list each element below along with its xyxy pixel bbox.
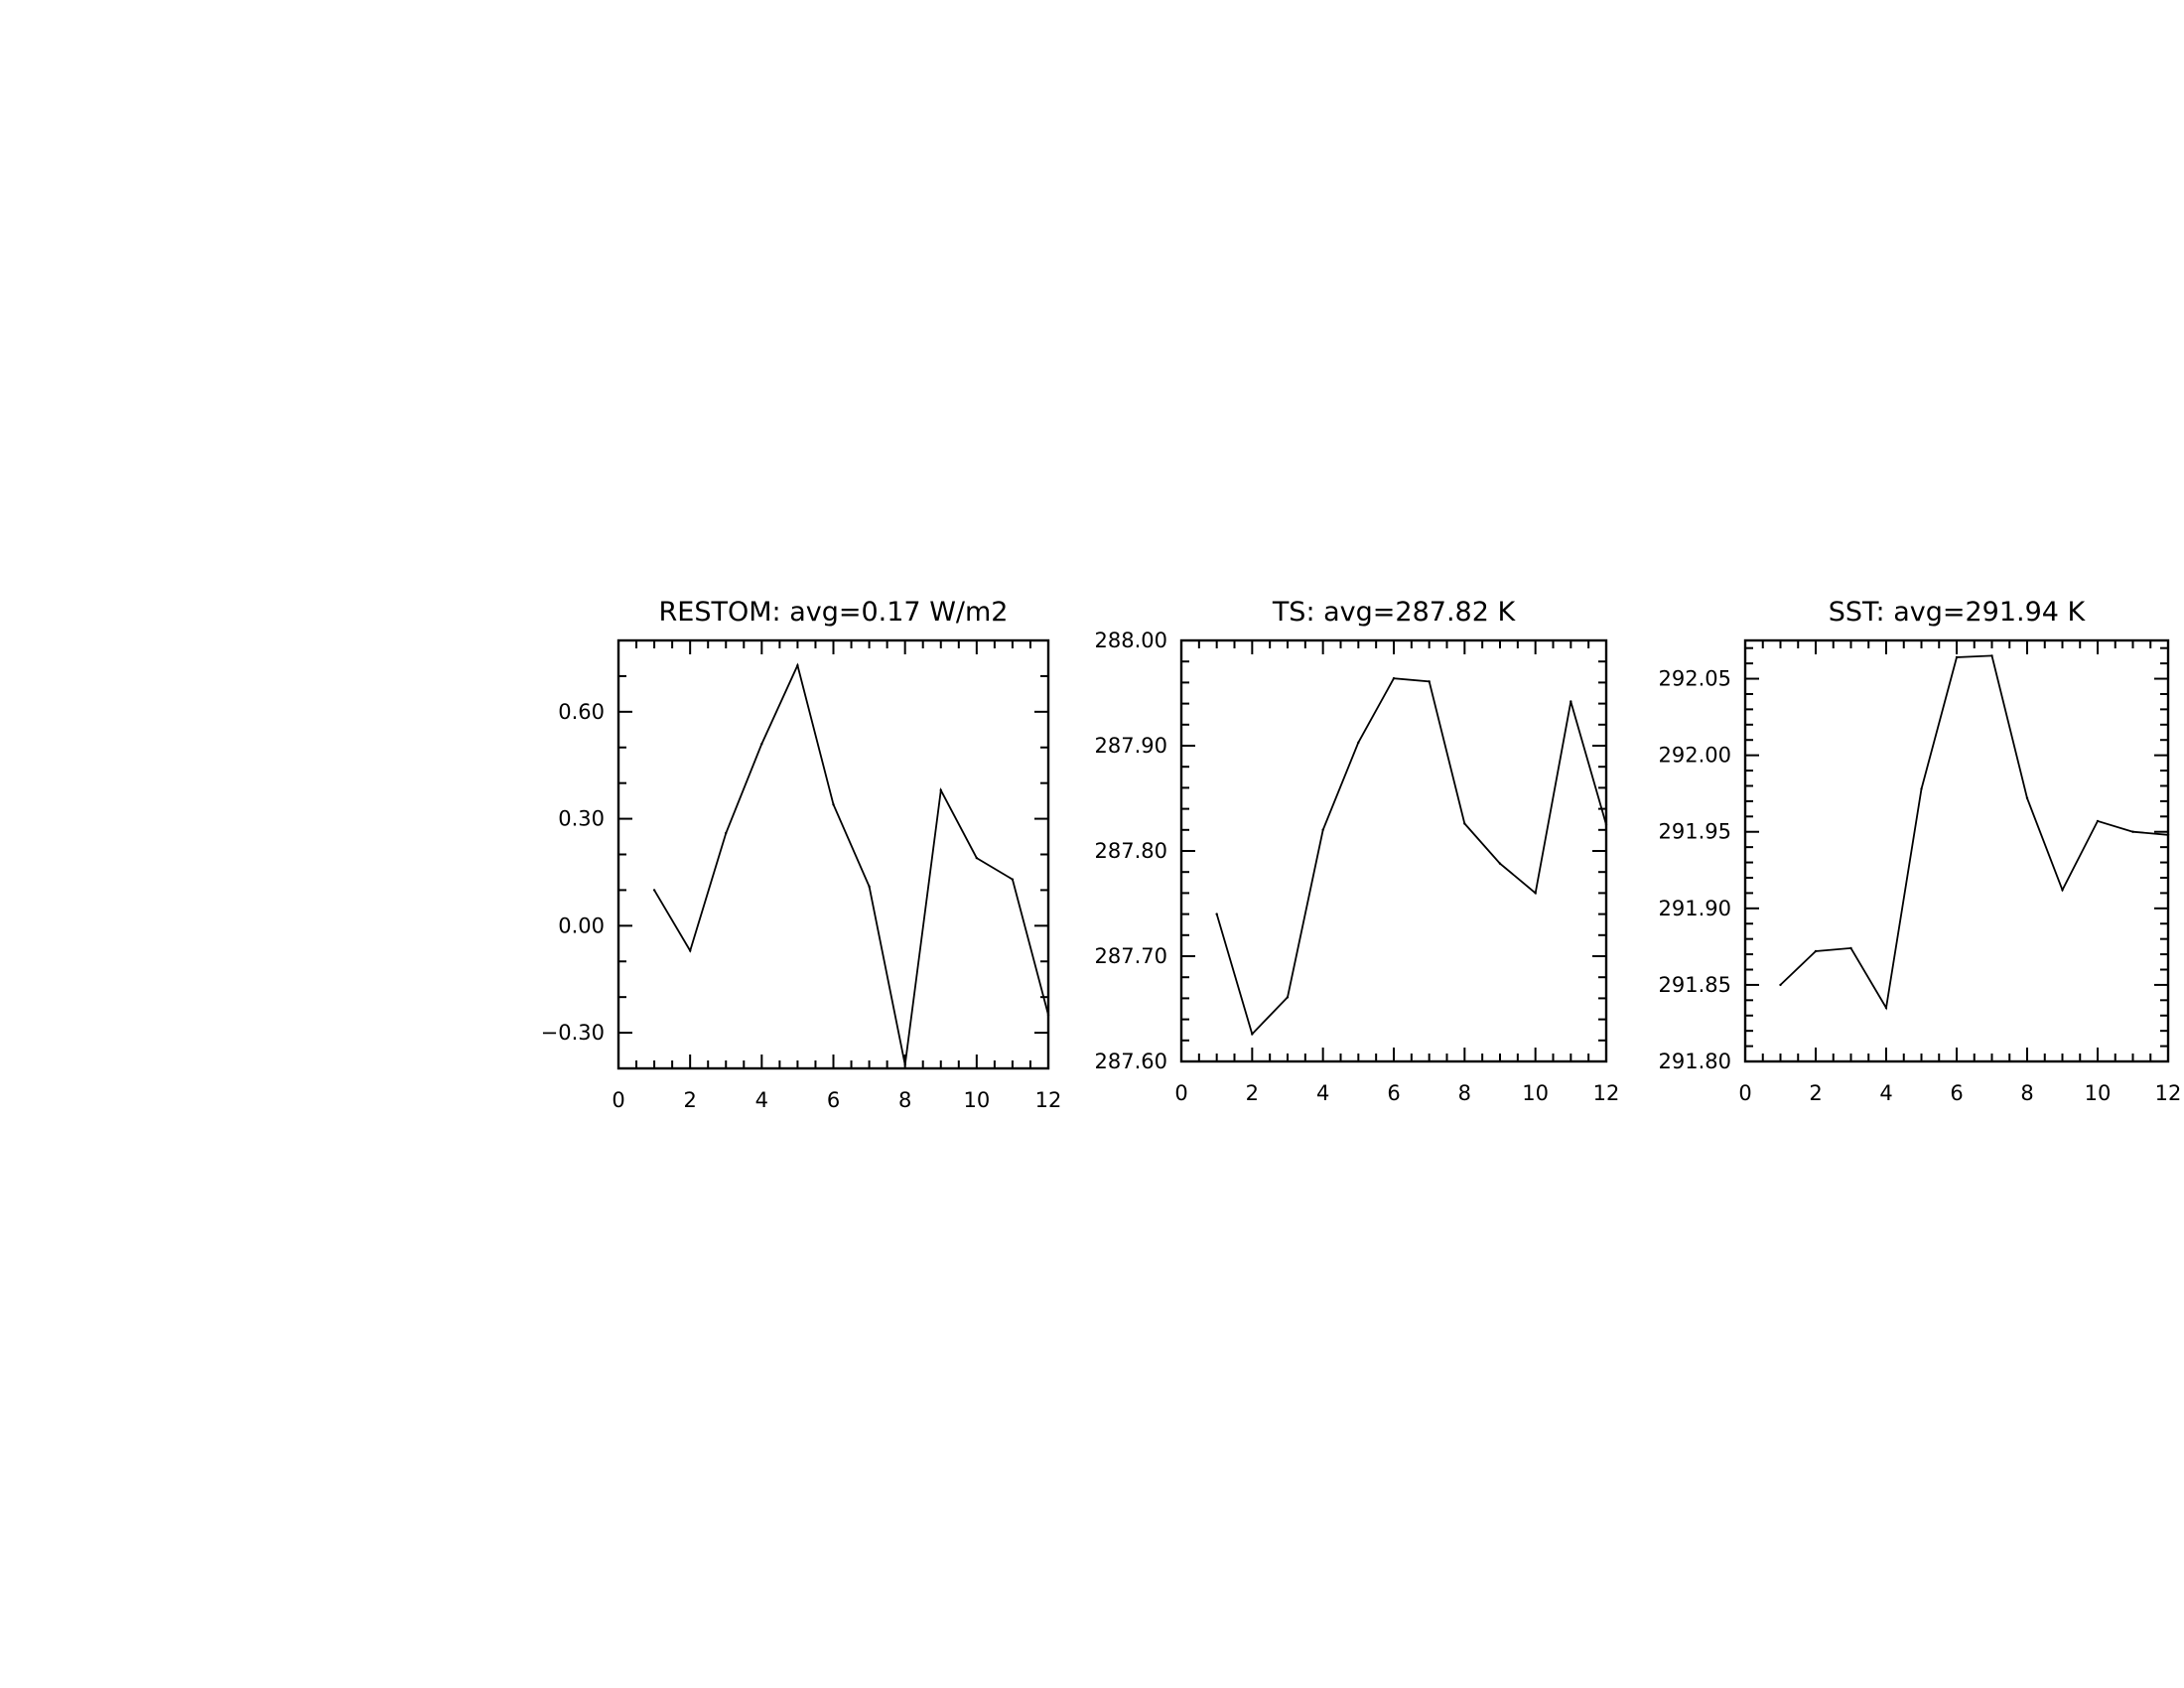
restom-x-tick-label: 10	[963, 1088, 990, 1112]
ts-x-tick-label: 12	[1593, 1081, 1620, 1105]
restom-data-point	[975, 856, 979, 860]
restom-x-tick-label: 2	[683, 1088, 696, 1112]
ts-y-tick-label: 287.90	[1095, 734, 1167, 758]
sst-x-tick-label: 10	[2085, 1081, 2112, 1105]
sst-y-tick-label: 291.80	[1659, 1050, 1731, 1073]
ts-panel: TS: avg=287.82 K 0 2 4 6 8 10 12 287.60 287.70 287…	[1095, 597, 1620, 1105]
restom-y-tick-label: 0.60	[558, 700, 605, 724]
restom-y-tick-label: 0.30	[558, 807, 605, 831]
sst-data-point	[2061, 889, 2064, 892]
ts-title: TS: avg=287.82 K	[1272, 597, 1517, 628]
ts-x-tick-label: 6	[1387, 1081, 1400, 1105]
sst-plot-frame	[1743, 638, 2170, 1063]
ts-x-tick-label: 4	[1316, 1081, 1329, 1105]
sst-data-point	[1920, 787, 1923, 790]
sst-y-tick-label: 292.00	[1659, 744, 1731, 768]
ts-x-tick-label: 8	[1458, 1081, 1471, 1105]
ts-data-point	[1321, 828, 1324, 831]
ts-data-point	[1428, 680, 1431, 683]
sst-y-tick-label: 291.85	[1659, 973, 1731, 997]
restom-data-point	[868, 885, 871, 889]
sst-x-tick-label: 12	[2155, 1081, 2182, 1105]
ts-data-point	[1570, 700, 1572, 703]
restom-data-point	[760, 742, 763, 746]
ts-data-point	[1286, 996, 1290, 999]
sst-data-point	[1779, 983, 1782, 987]
restom-panel: RESTOM: avg=0.17 W/m2 0 2 4 6 8 10 12 −0.30 0.00 0…	[541, 597, 1062, 1112]
ts-y-tick-label: 287.70	[1095, 944, 1167, 968]
ts-x-tick-label: 10	[1522, 1081, 1549, 1105]
restom-data-point	[939, 788, 942, 792]
sst-x-tick-label: 0	[1738, 1081, 1751, 1105]
sst-y-tick-label: 291.90	[1659, 897, 1731, 920]
ts-data-point	[1463, 822, 1466, 825]
sst-data-point	[2166, 833, 2170, 837]
restom-title: RESTOM: avg=0.17 W/m2	[659, 597, 1009, 628]
ts-x-tick-label: 0	[1174, 1081, 1187, 1105]
ts-data-point	[1604, 823, 1608, 826]
sst-title: SST: avg=291.94 K	[1829, 597, 2087, 628]
sst-y-tick-label: 292.05	[1659, 667, 1731, 691]
sst-data-point	[2025, 796, 2029, 800]
sst-data-point	[2131, 830, 2134, 833]
ts-y-tick-label: 287.60	[1095, 1050, 1167, 1073]
restom-x-tick-label: 6	[827, 1088, 840, 1112]
restom-x-tick-label: 8	[898, 1088, 911, 1112]
ts-data-point	[1215, 913, 1218, 915]
ts-y-tick-label: 288.00	[1095, 629, 1167, 652]
restom-plot-frame	[616, 638, 1050, 1070]
restom-x-tick-label: 4	[755, 1088, 768, 1112]
ts-series-line	[1215, 677, 1607, 1037]
ts-data-point	[1534, 892, 1537, 895]
ts-x-tick-label: 2	[1246, 1081, 1259, 1105]
ts-data-point	[1392, 676, 1396, 680]
restom-data-point	[688, 949, 692, 952]
sst-data-point	[2096, 819, 2100, 823]
restom-y-tick-label: −0.30	[541, 1021, 605, 1045]
sst-x-tick-label: 2	[1809, 1081, 1822, 1105]
restom-x-tick-label: 12	[1035, 1088, 1062, 1112]
restom-series-line	[653, 662, 1049, 1065]
restom-data-point	[1046, 1013, 1050, 1017]
restom-data-point	[652, 889, 656, 892]
ts-y-tick-label: 287.80	[1095, 839, 1167, 863]
sst-panel: SST: avg=291.94 K 0 2 4 6 8 10 12 291.80 291.85 29…	[1659, 597, 2182, 1105]
restom-data-point	[832, 803, 835, 806]
restom-x-tick-label: 0	[612, 1088, 624, 1112]
sst-x-tick-label: 8	[2020, 1081, 2033, 1105]
restom-data-point	[903, 1063, 906, 1066]
restom-data-point	[1011, 878, 1015, 881]
ts-data-point	[1251, 1033, 1254, 1036]
sst-x-tick-label: 6	[1950, 1081, 1963, 1105]
sst-x-tick-label: 4	[1879, 1081, 1892, 1105]
sst-data-point	[1884, 1006, 1888, 1010]
sst-series-line	[1779, 654, 2169, 1011]
ts-data-point	[1357, 741, 1360, 745]
sst-y-tick-label: 291.95	[1659, 820, 1731, 844]
restom-data-point	[725, 831, 728, 835]
restom-data-point	[796, 663, 799, 667]
sst-data-point	[1955, 655, 1959, 659]
sst-data-point	[1990, 654, 1993, 657]
restom-y-tick-label: 0.00	[558, 914, 605, 937]
ts-data-point	[1498, 862, 1502, 865]
sst-data-point	[1814, 949, 1818, 953]
sst-data-point	[1849, 946, 1852, 950]
